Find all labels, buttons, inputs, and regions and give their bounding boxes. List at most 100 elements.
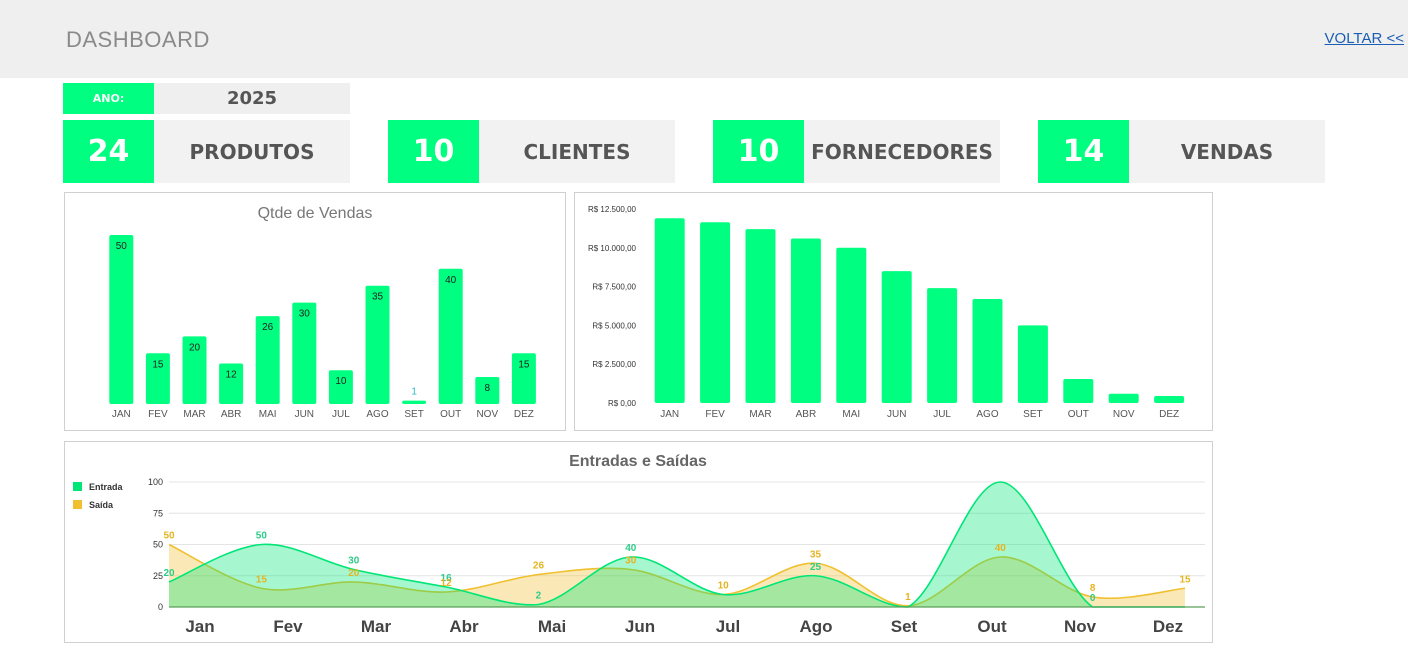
bar-set	[1017, 325, 1048, 403]
data-label-saída: 50	[163, 531, 175, 542]
legend-label: Saída	[89, 500, 114, 510]
y-tick-label: R$ 5.000,00	[592, 321, 636, 330]
entradas-saidas-chart: Entradas e SaídasEntradaSaída02550751002…	[73, 453, 1205, 636]
x-tick-label: JUL	[933, 409, 951, 420]
x-tick-label: JUL	[332, 409, 350, 420]
year-value[interactable]: 2025	[154, 83, 350, 114]
data-label-entrada: 25	[810, 562, 822, 573]
x-tick-label: MAR	[183, 409, 205, 420]
entradas-saidas-panel: Entradas e Saídas Entrada Saída 0 25 50 75 100 2…	[64, 441, 1213, 643]
bar-fev	[700, 222, 731, 403]
y-tick-label: 50	[153, 540, 163, 550]
bar-data-label: 10	[335, 376, 347, 387]
bar-abr	[219, 363, 244, 404]
legend-label: Entrada	[89, 482, 124, 492]
kpi-card-clientes[interactable]: 10 CLIENTES	[388, 120, 675, 183]
x-tick-label: Jan	[185, 617, 214, 636]
y-tick-label: R$ 10.000,00	[588, 244, 637, 253]
kpi-label: CLIENTES	[479, 120, 675, 183]
bar-data-label: 20	[189, 342, 201, 353]
kpi-card-vendas[interactable]: 14 VENDAS	[1038, 120, 1325, 183]
data-label-entrada: 16	[441, 573, 453, 584]
data-label-entrada: 40	[625, 543, 637, 554]
bar-data-label: 26	[262, 322, 274, 333]
data-label-saída: 26	[533, 561, 545, 572]
kpi-card-fornecedores[interactable]: 10 FORNECEDORES	[713, 120, 1000, 183]
data-label-saída: 10	[718, 581, 730, 592]
y-tick-label: 0	[158, 602, 163, 612]
bar-jan	[109, 235, 134, 404]
y-tick-label: R$ 2.500,00	[592, 360, 636, 369]
bar-out	[1063, 378, 1094, 403]
data-label-saída: 8	[1090, 583, 1096, 594]
bar-jul	[927, 288, 958, 403]
x-tick-label: MAR	[749, 409, 771, 420]
chart-title: Entradas e Saídas	[569, 453, 707, 470]
kpi-value: 10	[388, 120, 479, 183]
year-label: ANO:	[63, 83, 154, 114]
x-tick-label: AGO	[366, 409, 388, 420]
x-tick-label: ABR	[796, 409, 817, 420]
data-label-saída: 1	[905, 592, 911, 603]
kpi-value: 14	[1038, 120, 1129, 183]
kpi-value: 10	[713, 120, 804, 183]
data-label-saída: 12	[441, 578, 453, 589]
bar-mar	[745, 229, 776, 403]
y-tick-label: 75	[153, 508, 163, 518]
page-title: DASHBOARD	[66, 27, 210, 52]
legend-swatch-entrada	[73, 482, 82, 491]
data-label-entrada: 50	[256, 531, 268, 542]
data-label-saída: 15	[256, 574, 268, 585]
x-tick-label: SET	[1023, 409, 1042, 420]
bar-dez	[1154, 396, 1185, 403]
x-tick-label: OUT	[1068, 409, 1089, 420]
x-tick-label: JAN	[112, 409, 131, 420]
x-tick-label: Dez	[1153, 617, 1183, 636]
kpi-value: 24	[63, 120, 154, 183]
data-label-entrada: 2	[536, 591, 542, 602]
line-saída	[168, 543, 1186, 607]
bar-nov	[1108, 393, 1139, 403]
bar-abr	[790, 238, 821, 403]
y-tick-label: R$ 7.500,00	[592, 283, 636, 292]
x-tick-label: MAI	[259, 409, 277, 420]
qtde-vendas-chart: Qtde de Vendas 50 JAN 15 FEV 20 MAR 12 ABR 26 MAI 3…	[109, 205, 536, 420]
data-label-entrada: 0	[1090, 593, 1096, 604]
x-tick-label: JUN	[295, 409, 314, 420]
data-label-entrada: 30	[348, 556, 360, 567]
bar-fev	[145, 353, 170, 404]
bar-mar	[182, 336, 207, 404]
x-tick-label: AGO	[976, 409, 998, 420]
kpi-label: VENDAS	[1129, 120, 1325, 183]
bar-data-label: 15	[152, 359, 164, 370]
x-tick-label: NOV	[476, 409, 498, 420]
x-tick-label: JUN	[887, 409, 906, 420]
bar-mai	[255, 316, 280, 404]
x-tick-label: SET	[404, 409, 423, 420]
back-link[interactable]: VOLTAR <<	[1324, 30, 1404, 47]
x-tick-label: MAI	[842, 409, 860, 420]
x-tick-label: DEZ	[1159, 409, 1179, 420]
bar-out	[438, 268, 463, 404]
top-header: DASHBOARD VOLTAR <<	[0, 0, 1408, 78]
x-tick-label: Fev	[273, 617, 303, 636]
chart-title: Qtde de Vendas	[258, 205, 373, 222]
bar-dez	[511, 353, 536, 404]
x-tick-label: Abr	[449, 617, 479, 636]
x-tick-label: Jun	[625, 617, 655, 636]
x-tick-label: FEV	[705, 409, 725, 420]
data-label-saída: 15	[1179, 574, 1191, 585]
bar-data-label: 30	[299, 309, 311, 320]
bar-data-label: 35	[372, 292, 384, 303]
bar-data-label: 1	[411, 387, 417, 398]
legend-swatch-saída	[73, 500, 82, 509]
bar-data-label: 8	[485, 383, 491, 394]
data-label-entrada: 20	[163, 568, 175, 579]
data-label-saída: 20	[348, 568, 360, 579]
bar-data-label: 12	[226, 369, 238, 380]
data-label-saída: 30	[625, 556, 637, 567]
bar-data-label: 40	[445, 275, 457, 286]
kpi-card-produtos[interactable]: 24 PRODUTOS	[63, 120, 350, 183]
x-tick-label: FEV	[148, 409, 168, 420]
x-tick-label: OUT	[440, 409, 461, 420]
